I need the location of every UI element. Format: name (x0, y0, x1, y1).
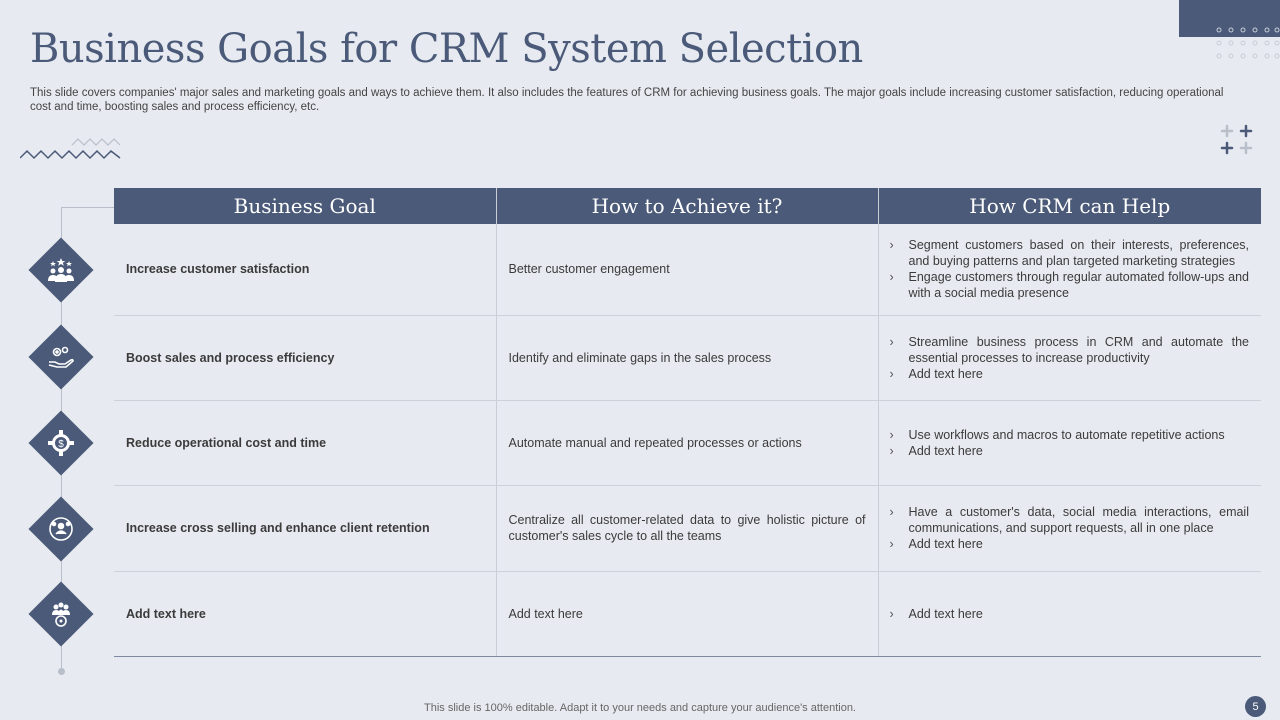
timeline-connector (61, 207, 116, 208)
timeline-end-dot (58, 668, 65, 675)
column-header-help: How CRM can Help (878, 188, 1261, 224)
help-cell: Have a customer's data, social media int… (878, 485, 1261, 572)
goal-cell: Reduce operational cost and time (114, 400, 497, 486)
footer-note: This slide is 100% editable. Adapt it to… (424, 702, 856, 714)
team-target-icon (38, 591, 84, 637)
help-item: Segment customers based on their interes… (890, 237, 1249, 269)
table-row: Boost sales and process efficiency Ident… (114, 315, 1261, 401)
help-item: Add text here (890, 443, 1250, 459)
customer-rating-icon (38, 247, 84, 293)
zigzag-decoration (20, 138, 121, 160)
goals-table: Business Goal How to Achieve it? How CRM… (114, 188, 1261, 657)
help-item: Add text here (890, 536, 1250, 552)
table-header-row: Business Goal How to Achieve it? How CRM… (114, 188, 1261, 224)
achieve-cell: Centralize all customer-related data to … (496, 485, 879, 572)
svg-text:$: $ (58, 439, 64, 450)
goal-cell: Boost sales and process efficiency (114, 315, 497, 401)
goal-cell: Increase cross selling and enhance clien… (114, 485, 497, 572)
help-item: Have a customer's data, social media int… (890, 504, 1249, 536)
achieve-cell: Add text here (496, 571, 879, 657)
achieve-cell: Better customer engagement (496, 224, 879, 316)
help-cell: Segment customers based on their interes… (878, 224, 1261, 316)
column-header-achieve: How to Achieve it? (496, 188, 879, 224)
help-item: Engage customers through regular automat… (890, 269, 1249, 301)
dot-grid-decoration (1216, 27, 1280, 59)
plus-decoration (1220, 124, 1253, 155)
help-item: Use workflows and macros to automate rep… (890, 427, 1250, 443)
help-cell: Add text here (878, 571, 1261, 657)
help-item: Streamline business process in CRM and a… (890, 334, 1249, 366)
goal-cell: Add text here (114, 571, 497, 657)
table-row: Add text here Add text here Add text her… (114, 571, 1261, 657)
client-retention-icon (38, 506, 84, 552)
page-number: 5 (1245, 696, 1266, 717)
table-row: Reduce operational cost and time Automat… (114, 400, 1261, 486)
achieve-cell: Identify and eliminate gaps in the sales… (496, 315, 879, 401)
gears-hand-icon (38, 334, 84, 380)
table-row: Increase cross selling and enhance clien… (114, 485, 1261, 572)
help-cell: Streamline business process in CRM and a… (878, 315, 1261, 401)
page-subtitle: This slide covers companies' major sales… (30, 87, 1224, 113)
column-header-goal: Business Goal (114, 188, 497, 224)
achieve-cell: Automate manual and repeated processes o… (496, 400, 879, 486)
help-cell: Use workflows and macros to automate rep… (878, 400, 1261, 486)
help-item: Add text here (890, 606, 1250, 622)
table-row: Increase customer satisfaction Better cu… (114, 224, 1261, 316)
page-title: Business Goals for CRM System Selection (30, 26, 863, 72)
goal-cell: Increase customer satisfaction (114, 224, 497, 316)
dollar-gear-icon: $ (38, 420, 84, 466)
help-item: Add text here (890, 366, 1250, 382)
